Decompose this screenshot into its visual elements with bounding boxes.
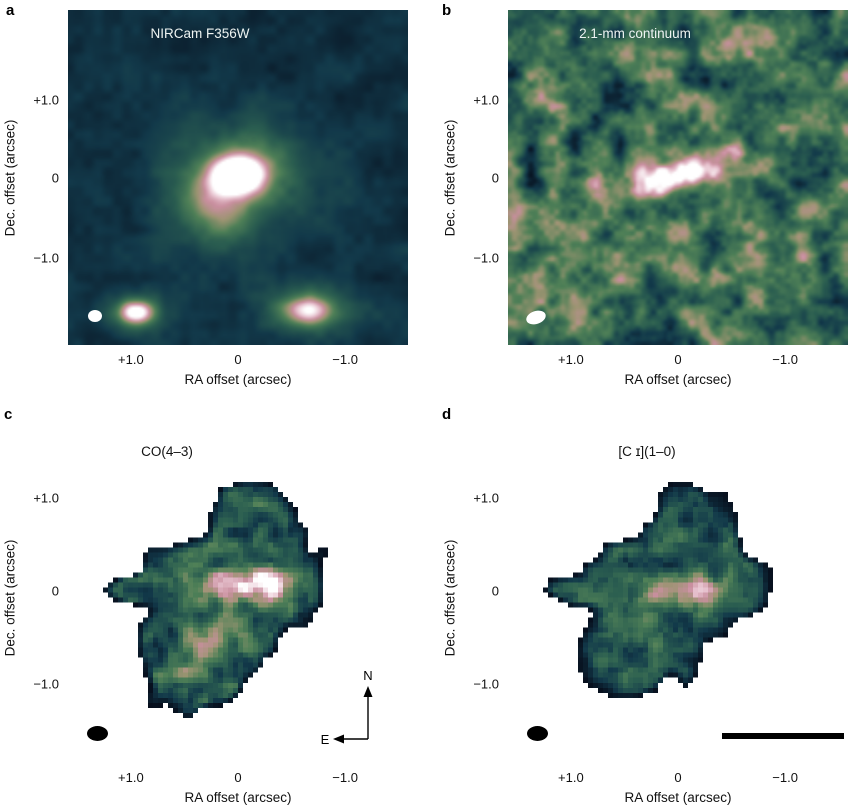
panel-d-title: [C ɪ](1–0) [618, 444, 676, 459]
panel-a-letter: a [6, 2, 15, 19]
panel-b-xtick-minus1: −1.0 [772, 352, 798, 367]
panel-b-x-axis-label: RA offset (arcsec) [624, 372, 732, 387]
panel-d-x-axis-label: RA offset (arcsec) [624, 790, 732, 805]
panel-d-image [508, 432, 848, 763]
panel-c-title: CO(4–3) [141, 444, 193, 459]
panel-b-ytick-plus1: +1.0 [473, 92, 499, 108]
panel-d-ytick-minus1: −1.0 [473, 676, 499, 692]
panel-a-image [68, 10, 408, 345]
compass-north-label: N [363, 668, 372, 683]
panel-c-xtick-zero: 0 [234, 770, 242, 785]
panel-a-ytick-zero: 0 [51, 170, 59, 185]
panel-c-ytick-zero: 0 [51, 583, 59, 599]
panel-b-image [508, 10, 848, 345]
panel-b-xtick-zero: 0 [674, 352, 682, 367]
panel-c-letter: c [4, 406, 13, 423]
panel-b-title: 2.1-mm continuum [579, 26, 691, 41]
panel-d-xtick-minus1: −1.0 [772, 770, 798, 785]
panel-a-plot: NIRCam F356W +1.0 0 −1.0 +1.0 0 −1.0 Dec… [3, 10, 408, 387]
panel-b-ytick-zero: 0 [491, 170, 499, 185]
compass-icon: N E [321, 668, 373, 747]
scale-bar [722, 733, 844, 739]
panel-c-ytick-minus1: −1.0 [33, 676, 59, 692]
panel-d-ytick-zero: 0 [491, 583, 499, 599]
panel-a-ytick-minus1: −1.0 [33, 250, 59, 266]
panel-c-xtick-minus1: −1.0 [332, 770, 358, 785]
panel-c-plot: CO(4–3) N E +1.0 0 −1.0 +1.0 0 −1.0 Dec.… [3, 432, 408, 805]
panel-d-beam-icon [527, 726, 548, 741]
panel-c-image [68, 432, 408, 763]
panel-a-y-axis-label: Dec. offset (arcsec) [2, 119, 18, 236]
panel-a-xtick-plus1: +1.0 [118, 352, 144, 367]
panel-a-xtick-zero: 0 [234, 352, 242, 367]
panel-c-x-axis-label: RA offset (arcsec) [184, 790, 292, 805]
panel-d-letter: d [442, 406, 452, 423]
panel-d-plot: [C ɪ](1–0) +1.0 0 −1.0 +1.0 0 −1.0 Dec. … [443, 432, 848, 805]
compass-east-label: E [321, 732, 330, 747]
panel-c-beam-icon [87, 726, 108, 741]
panel-a-x-axis-label: RA offset (arcsec) [184, 372, 292, 387]
panel-b-letter: b [442, 2, 452, 19]
panel-d-ytick-plus1: +1.0 [473, 490, 499, 506]
panel-b-ytick-minus1: −1.0 [473, 250, 499, 266]
panel-a-ytick-plus1: +1.0 [33, 92, 59, 108]
panel-c-y-axis-label: Dec. offset (arcsec) [2, 539, 18, 656]
panel-a-beam-icon [88, 310, 102, 322]
panel-d-xtick-plus1: +1.0 [558, 770, 584, 785]
panel-d-xtick-zero: 0 [674, 770, 682, 785]
panel-b-plot: 2.1-mm continuum +1.0 0 −1.0 +1.0 0 −1.0… [443, 10, 848, 387]
panel-a-xtick-minus1: −1.0 [332, 352, 358, 367]
panel-d-y-axis-label: Dec. offset (arcsec) [442, 539, 458, 656]
panel-c-ytick-plus1: +1.0 [33, 490, 59, 506]
panel-b-y-axis-label: Dec. offset (arcsec) [442, 119, 458, 236]
panel-b-xtick-plus1: +1.0 [558, 352, 584, 367]
panel-c-xtick-plus1: +1.0 [118, 770, 144, 785]
panel-a-title: NIRCam F356W [150, 26, 250, 41]
